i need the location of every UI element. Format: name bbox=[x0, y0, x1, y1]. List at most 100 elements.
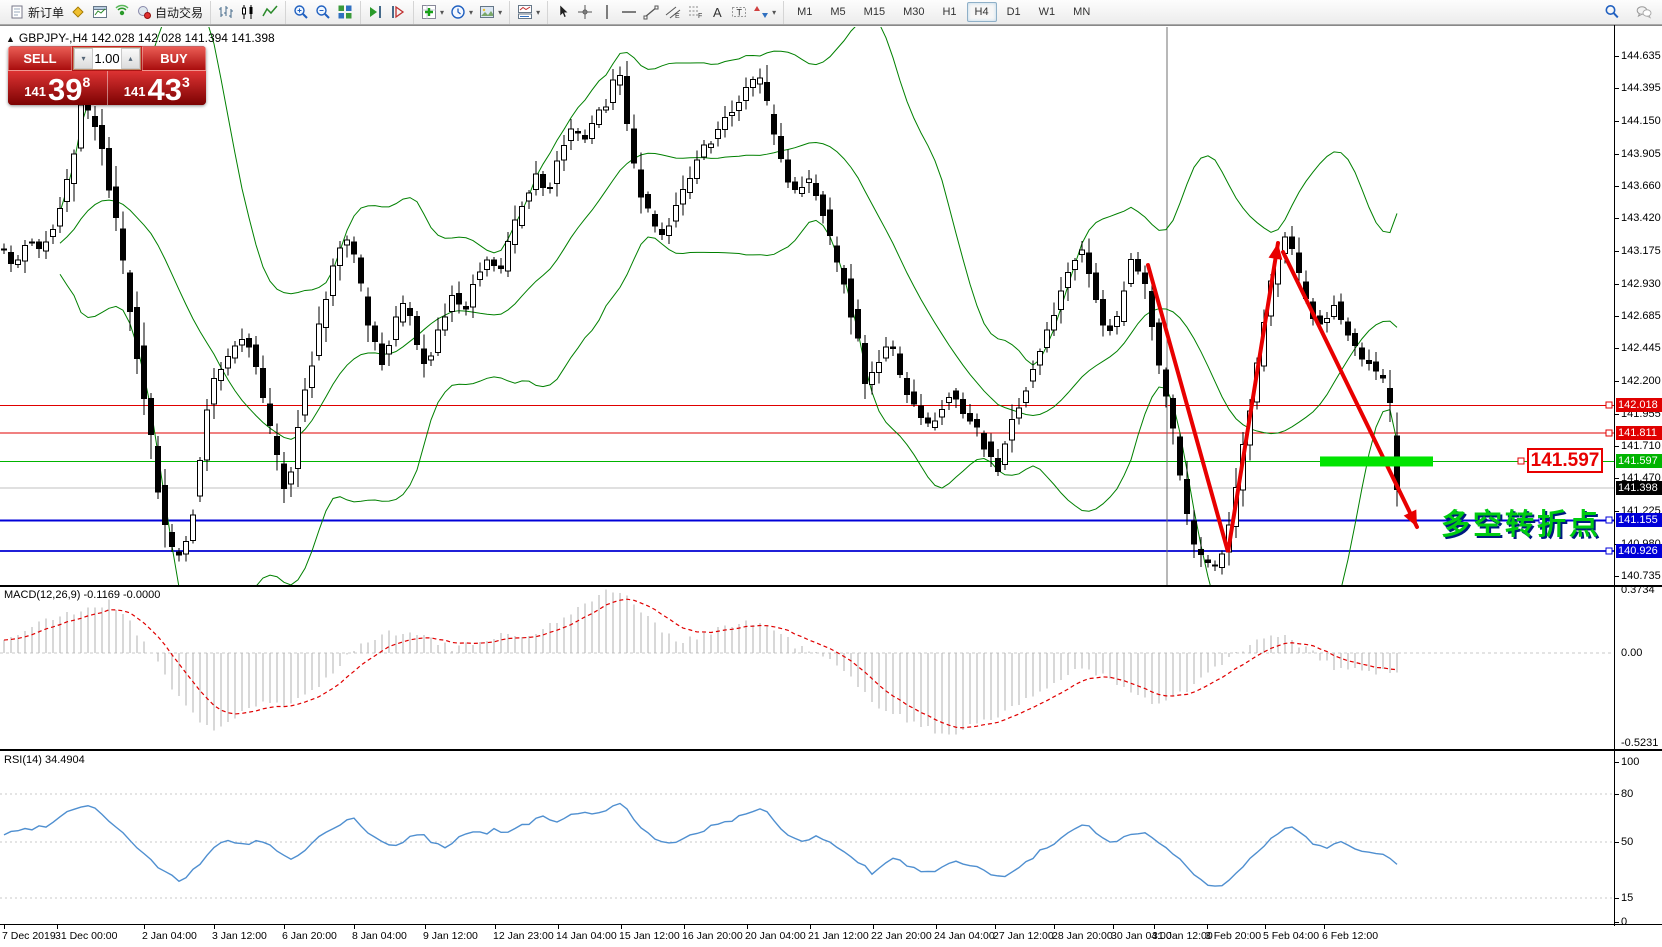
time-tick-mark bbox=[558, 925, 559, 929]
metaeditor-icon-button[interactable] bbox=[67, 3, 89, 21]
timeframe-w1-button[interactable]: W1 bbox=[1038, 6, 1056, 18]
fibonacci-tool-icon-button[interactable]: F bbox=[684, 3, 706, 21]
line-chart-mode-icon-button[interactable] bbox=[259, 3, 281, 21]
time-tick-mark bbox=[995, 925, 996, 929]
crosshair-icon-button[interactable] bbox=[574, 3, 596, 21]
timeframe-d1-button[interactable]: D1 bbox=[1006, 6, 1021, 18]
templates-icon-button[interactable]: ▾ bbox=[476, 3, 505, 21]
candlestick-mode-icon-button[interactable] bbox=[237, 3, 259, 21]
red-arrow-down[interactable] bbox=[1281, 250, 1419, 529]
periods-icon-button[interactable]: ▾ bbox=[447, 3, 476, 21]
time-tick-mark bbox=[284, 925, 285, 929]
rsi-scale-label: 100 bbox=[1621, 756, 1640, 768]
line-anchor-handle[interactable] bbox=[1538, 516, 1546, 524]
volume-input[interactable]: 1.00 bbox=[94, 51, 120, 66]
horizontal-line-tool-icon-button[interactable] bbox=[618, 3, 640, 21]
vertical-line-tool-icon-button[interactable] bbox=[596, 3, 618, 21]
community-chat-button[interactable] bbox=[1636, 4, 1654, 22]
price-tick-mark bbox=[1614, 121, 1619, 123]
time-label: 24 Jan 04:00 bbox=[934, 930, 995, 942]
timeframe-m30-button[interactable]: M30 bbox=[903, 6, 925, 18]
price-tick-label: 142.445 bbox=[1621, 342, 1661, 355]
price-tick-mark bbox=[1614, 381, 1619, 383]
time-label: 5 Feb 04:00 bbox=[1263, 930, 1320, 942]
price-tick-mark bbox=[1614, 88, 1619, 90]
new-order-button[interactable]: 新订单 bbox=[6, 3, 67, 22]
price-tick-label: 142.200 bbox=[1621, 375, 1661, 388]
main-chart-canvas[interactable] bbox=[0, 27, 1614, 585]
trendline-tool-icon-button[interactable] bbox=[640, 3, 662, 21]
price-tick-label: 142.930 bbox=[1621, 277, 1661, 290]
time-label: 2 Jan 04:00 bbox=[142, 930, 197, 942]
new-chart-icon-button[interactable] bbox=[89, 3, 111, 21]
volume-stepper: ▾ 1.00 ▴ bbox=[73, 47, 141, 70]
hline-icon bbox=[622, 11, 637, 13]
indicators-icon-button[interactable]: ▾ bbox=[418, 3, 447, 21]
line-anchor-handle[interactable] bbox=[1605, 516, 1613, 524]
signals-icon-button[interactable] bbox=[111, 3, 133, 21]
timeframe-h4-button[interactable]: H4 bbox=[966, 2, 997, 22]
time-tick-mark bbox=[936, 925, 937, 929]
zoom-in-icon-button[interactable] bbox=[290, 3, 312, 21]
panel-separator[interactable] bbox=[0, 585, 1662, 587]
price-label-box[interactable]: 141.597 bbox=[1527, 448, 1603, 473]
sell-button[interactable]: SELL bbox=[8, 46, 72, 71]
timeframe-m15-button[interactable]: M15 bbox=[863, 6, 886, 18]
red-zigzag[interactable] bbox=[1146, 241, 1280, 553]
time-label: 21 Jan 12:00 bbox=[808, 930, 869, 942]
annotation-note-text[interactable]: 多空转折点 bbox=[1441, 509, 1602, 541]
price-tick-label: 143.175 bbox=[1621, 245, 1661, 258]
sell-price[interactable]: 141 39 8 bbox=[8, 71, 108, 105]
template-icon bbox=[480, 6, 495, 18]
timeframe-m5-button[interactable]: M5 bbox=[830, 6, 846, 18]
chart-shift-icon-button[interactable] bbox=[387, 3, 409, 21]
horizontal-lines[interactable] bbox=[0, 27, 1614, 585]
time-tick-mark bbox=[1207, 925, 1208, 929]
textA-icon: A bbox=[713, 5, 722, 20]
timeframe-m1-button[interactable]: M1 bbox=[797, 6, 813, 18]
autoscroll-icon bbox=[370, 6, 382, 18]
dropdown-arrow-icon: ▾ bbox=[498, 7, 503, 17]
buy-button[interactable]: BUY bbox=[142, 46, 206, 71]
textT-icon: T bbox=[732, 7, 747, 18]
bar-chart-mode-icon-button[interactable] bbox=[215, 3, 237, 21]
clock-icon bbox=[451, 5, 465, 19]
timeframe-h1-button[interactable]: H1 bbox=[942, 6, 957, 18]
text-tool-icon-button[interactable]: A bbox=[706, 3, 728, 21]
panel-separator[interactable] bbox=[0, 749, 1662, 751]
time-tick-mark bbox=[4, 925, 5, 929]
volume-increase-button[interactable]: ▴ bbox=[121, 48, 140, 69]
text-label-tool-icon-button[interactable]: T bbox=[728, 3, 750, 21]
one-click-trading-panel: SELL ▾ 1.00 ▴ BUY 141 39 8 141 43 3 bbox=[8, 46, 206, 105]
line-anchor-handle[interactable] bbox=[1605, 547, 1613, 555]
green-support-band[interactable] bbox=[1320, 456, 1433, 467]
timeframe-mn-button[interactable]: MN bbox=[1073, 6, 1091, 18]
buy-price[interactable]: 141 43 3 bbox=[108, 71, 207, 105]
line-anchor-handle[interactable] bbox=[1517, 457, 1525, 465]
tile-windows-icon-button[interactable] bbox=[334, 3, 356, 21]
auto-scroll-icon-button[interactable] bbox=[365, 3, 387, 21]
rsi-panel-canvas[interactable] bbox=[0, 751, 1614, 924]
equidistant-channel-tool-icon-button[interactable]: E bbox=[662, 3, 684, 21]
time-label: 6 Jan 20:00 bbox=[282, 930, 337, 942]
fibo-icon: F bbox=[689, 6, 702, 20]
price-tick-mark bbox=[1614, 511, 1619, 513]
toolbar-group: 新订单 自动交易 bbox=[2, 0, 212, 24]
search-button[interactable] bbox=[1604, 4, 1622, 22]
macd-scale-bottom: -0.5231 bbox=[1621, 737, 1659, 749]
symbol-title: ▲ GBPJPY-,H4 142.028 142.028 141.394 141.… bbox=[6, 31, 275, 45]
line-anchor-handle[interactable] bbox=[1605, 401, 1613, 409]
linechart-icon bbox=[262, 5, 278, 17]
macd-panel-canvas[interactable] bbox=[0, 587, 1614, 749]
zoom-out-icon-button[interactable] bbox=[312, 3, 334, 21]
autotrade-button[interactable]: 自动交易 bbox=[133, 3, 206, 22]
indicator-window-icon-button[interactable]: ▾ bbox=[514, 3, 543, 21]
line-anchor-handle[interactable] bbox=[1605, 429, 1613, 437]
cube-icon bbox=[72, 6, 84, 18]
price-tick-label: 143.420 bbox=[1621, 212, 1661, 225]
arrows-tool-icon-button[interactable]: ▾ bbox=[750, 3, 779, 21]
cursor-icon-button[interactable] bbox=[552, 3, 574, 21]
time-label: 9 Jan 12:00 bbox=[423, 930, 478, 942]
volume-decrease-button[interactable]: ▾ bbox=[74, 48, 93, 69]
chart-drawings[interactable] bbox=[1146, 241, 1613, 555]
